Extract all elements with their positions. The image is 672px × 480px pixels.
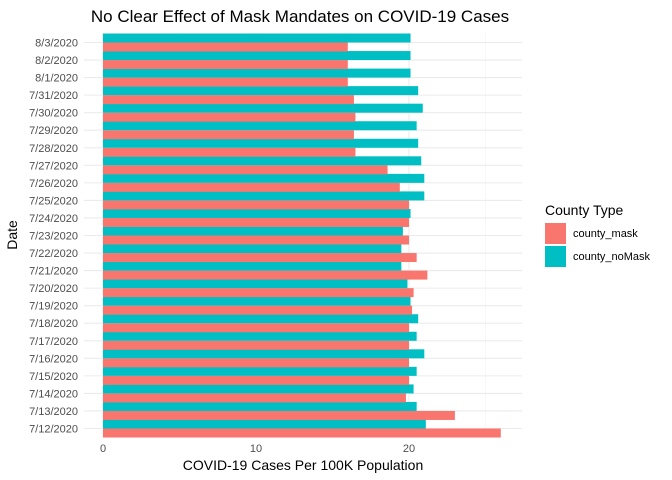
bar-county-mask xyxy=(103,410,455,420)
y-axis-title: Date xyxy=(4,220,20,250)
bar-county-nomask xyxy=(103,314,419,324)
legend-label-county-nomask: county_noMask xyxy=(573,251,651,263)
y-tick-label: 7/22/2020 xyxy=(29,248,78,260)
bar-county-nomask xyxy=(103,226,403,236)
chart-title: No Clear Effect of Mask Mandates on COVI… xyxy=(91,7,509,26)
bar-county-mask xyxy=(103,112,356,122)
y-tick-label: 7/31/2020 xyxy=(29,90,78,102)
bar-county-mask xyxy=(103,235,409,245)
bar-county-nomask xyxy=(103,121,417,131)
legend-key-county-nomask xyxy=(545,246,566,267)
bar-county-nomask xyxy=(103,33,411,43)
y-tick-label: 7/28/2020 xyxy=(29,143,78,155)
bar-county-mask xyxy=(103,270,428,280)
bar-county-mask xyxy=(103,60,348,70)
bar-county-nomask xyxy=(103,138,419,148)
x-axis-ticks: 0 10 20 xyxy=(100,443,415,455)
y-tick-label: 7/17/2020 xyxy=(29,336,78,348)
bar-county-mask xyxy=(103,77,348,87)
bar-county-mask xyxy=(103,182,400,192)
x-tick-label: 10 xyxy=(250,443,262,455)
legend-title: County Type xyxy=(545,202,624,218)
bar-county-nomask xyxy=(103,279,408,289)
bar-county-mask xyxy=(103,375,409,385)
bar-county-mask xyxy=(103,358,409,368)
bar-county-mask xyxy=(103,130,354,140)
y-tick-label: 7/29/2020 xyxy=(29,125,78,137)
bar-county-nomask xyxy=(103,296,411,306)
y-tick-label: 8/3/2020 xyxy=(35,38,78,50)
bar-county-nomask xyxy=(103,208,411,218)
y-tick-label: 7/19/2020 xyxy=(29,301,78,313)
bar-county-nomask xyxy=(103,401,417,411)
bar-county-mask xyxy=(103,147,356,157)
y-tick-label: 7/20/2020 xyxy=(29,283,78,295)
bar-county-nomask xyxy=(103,156,422,166)
bar-county-nomask xyxy=(103,51,411,61)
y-tick-label: 7/27/2020 xyxy=(29,160,78,172)
legend: County Type county_mask county_noMask xyxy=(545,202,651,267)
bar-county-mask xyxy=(103,393,406,403)
y-tick-label: 7/21/2020 xyxy=(29,266,78,278)
y-tick-label: 7/13/2020 xyxy=(29,406,78,418)
bar-county-nomask xyxy=(103,331,417,341)
y-tick-label: 8/2/2020 xyxy=(35,55,78,67)
bar-county-nomask xyxy=(103,366,417,376)
bar-county-nomask xyxy=(103,191,425,201)
y-tick-label: 7/16/2020 xyxy=(29,353,78,365)
bar-county-nomask xyxy=(103,384,414,394)
y-tick-label: 7/23/2020 xyxy=(29,231,78,243)
y-tick-label: 7/24/2020 xyxy=(29,213,78,225)
legend-label-county-mask: county_mask xyxy=(573,228,638,240)
bar-county-mask xyxy=(103,305,413,315)
bar-county-nomask xyxy=(103,261,402,271)
bar-county-nomask xyxy=(103,86,419,96)
x-tick-label: 20 xyxy=(403,443,415,455)
y-tick-label: 7/14/2020 xyxy=(29,388,78,400)
bar-county-mask xyxy=(103,288,414,298)
bar-county-nomask xyxy=(103,103,423,113)
bar-county-mask xyxy=(103,200,409,210)
bar-county-mask xyxy=(103,217,409,227)
bar-county-mask xyxy=(103,165,388,175)
legend-key-county-mask xyxy=(545,223,566,244)
y-tick-label: 7/26/2020 xyxy=(29,178,78,190)
bar-county-nomask xyxy=(103,419,426,429)
bar-county-nomask xyxy=(103,173,425,183)
x-axis-title: COVID-19 Cases Per 100K Population xyxy=(183,457,423,473)
bar-county-mask xyxy=(103,42,348,52)
bar-county-mask xyxy=(103,95,354,105)
y-tick-label: 7/25/2020 xyxy=(29,195,78,207)
bar-county-mask xyxy=(103,340,409,350)
bar-county-nomask xyxy=(103,244,402,254)
y-tick-label: 7/18/2020 xyxy=(29,318,78,330)
bar-county-mask xyxy=(103,253,417,263)
bars xyxy=(103,33,501,438)
y-axis-ticks: 7/12/2020 7/13/2020 7/14/2020 7/15/2020 7/16… xyxy=(29,38,78,436)
x-tick-label: 0 xyxy=(100,443,106,455)
bar-county-mask xyxy=(103,323,409,333)
y-tick-label: 7/12/2020 xyxy=(29,424,78,436)
y-tick-label: 8/1/2020 xyxy=(35,73,78,85)
y-tick-label: 7/15/2020 xyxy=(29,371,78,383)
bar-county-nomask xyxy=(103,349,425,359)
bar-county-mask xyxy=(103,428,501,438)
bar-county-nomask xyxy=(103,68,411,78)
y-tick-label: 7/30/2020 xyxy=(29,108,78,120)
